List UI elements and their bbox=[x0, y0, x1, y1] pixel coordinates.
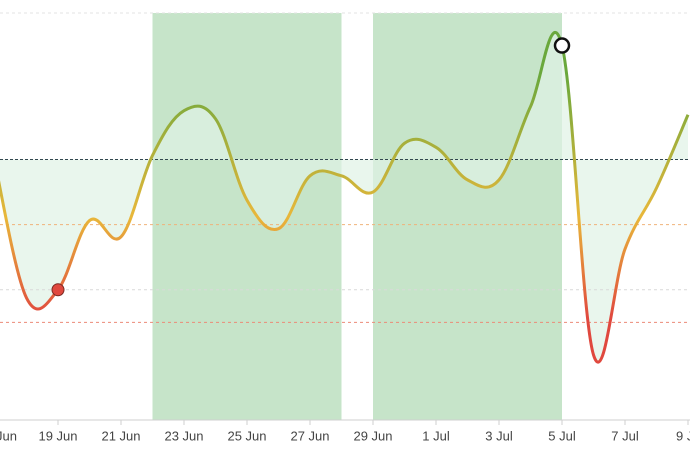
x-tick-label: 21 Jun bbox=[101, 428, 140, 443]
line bbox=[0, 31, 690, 364]
x-tick-label: 5 Jul bbox=[548, 428, 576, 443]
highlight-range bbox=[373, 13, 562, 420]
x-tick-label: 29 Jun bbox=[353, 428, 392, 443]
area bbox=[0, 32, 688, 363]
x-tick-label: 9 J bbox=[676, 428, 690, 443]
marker bbox=[51, 283, 65, 297]
marker bbox=[553, 37, 571, 54]
x-tick-label: 3 Jul bbox=[485, 428, 513, 443]
highlight-range bbox=[152, 13, 342, 420]
x-tick-label: 23 Jun bbox=[164, 428, 203, 443]
x-tick-label: Jun bbox=[0, 428, 17, 443]
x-tick-label: 1 Jul bbox=[422, 428, 450, 443]
x-tick-label: 25 Jun bbox=[227, 428, 266, 443]
x-tick-label: 27 Jun bbox=[290, 428, 329, 443]
x-tick-label: 19 Jun bbox=[38, 428, 77, 443]
x-tick-label: 7 Jul bbox=[611, 428, 639, 443]
